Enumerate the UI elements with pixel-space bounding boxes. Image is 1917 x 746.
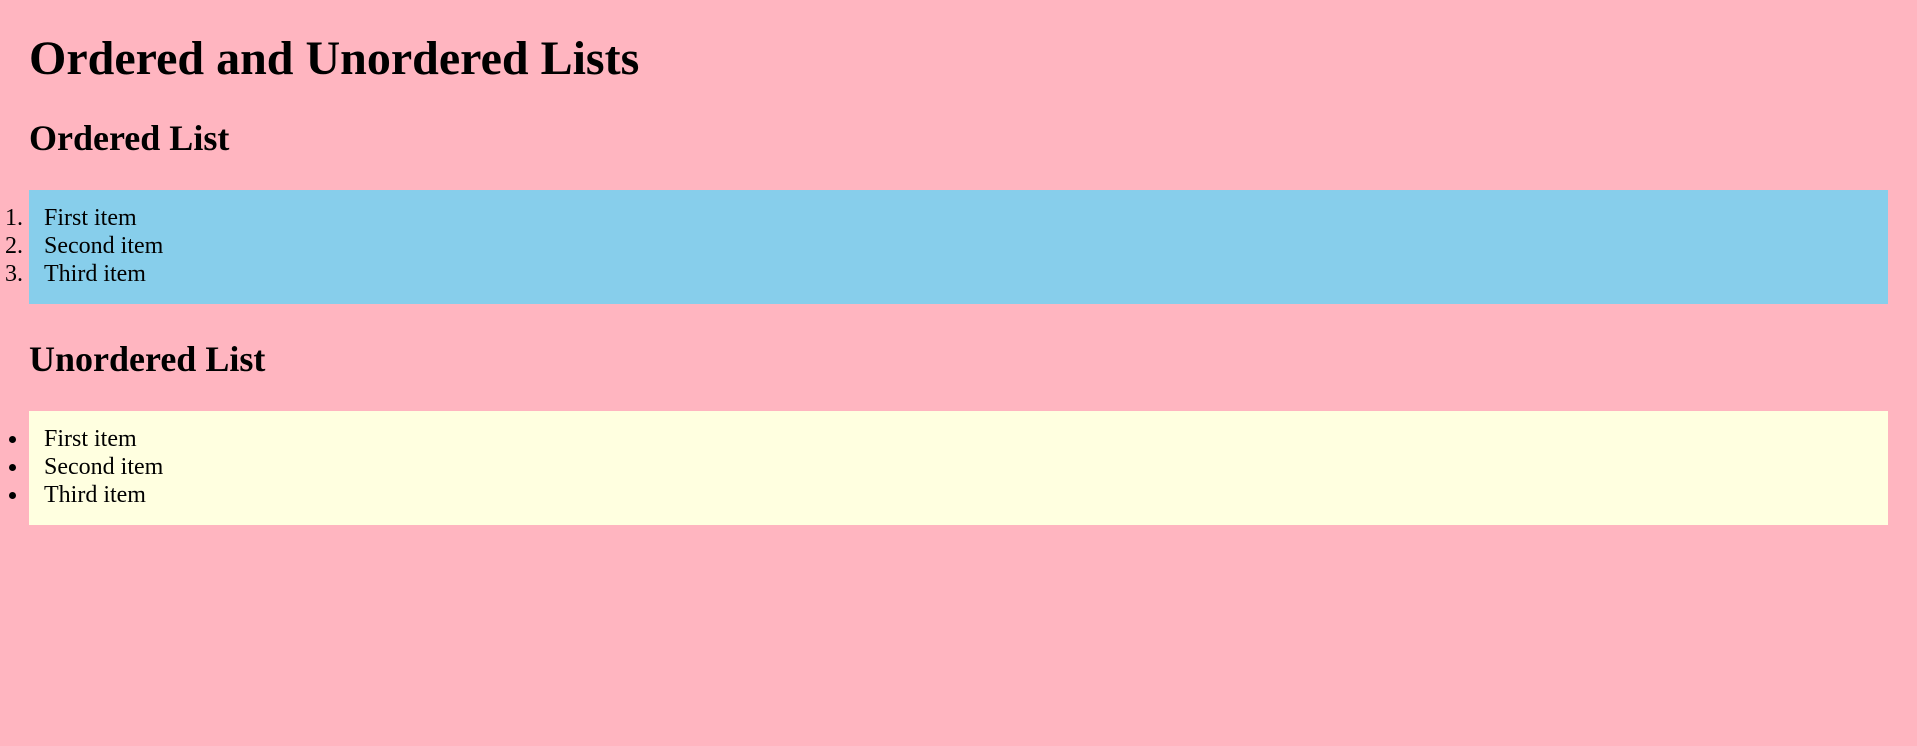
unordered-list-heading: Unordered List (29, 339, 266, 379)
unordered-list: First item Second item Third item (29, 411, 1888, 525)
ordered-list-item: Second item (29, 232, 1888, 260)
page-title: Ordered and Unordered Lists (29, 32, 640, 85)
unordered-list-item: Third item (29, 481, 1888, 509)
ordered-list: First item Second item Third item (29, 190, 1888, 304)
ordered-list-heading: Ordered List (29, 118, 230, 158)
unordered-list-item: Second item (29, 453, 1888, 481)
ordered-list-item: Third item (29, 260, 1888, 288)
unordered-list-item: First item (29, 425, 1888, 453)
ordered-list-item: First item (29, 204, 1888, 232)
